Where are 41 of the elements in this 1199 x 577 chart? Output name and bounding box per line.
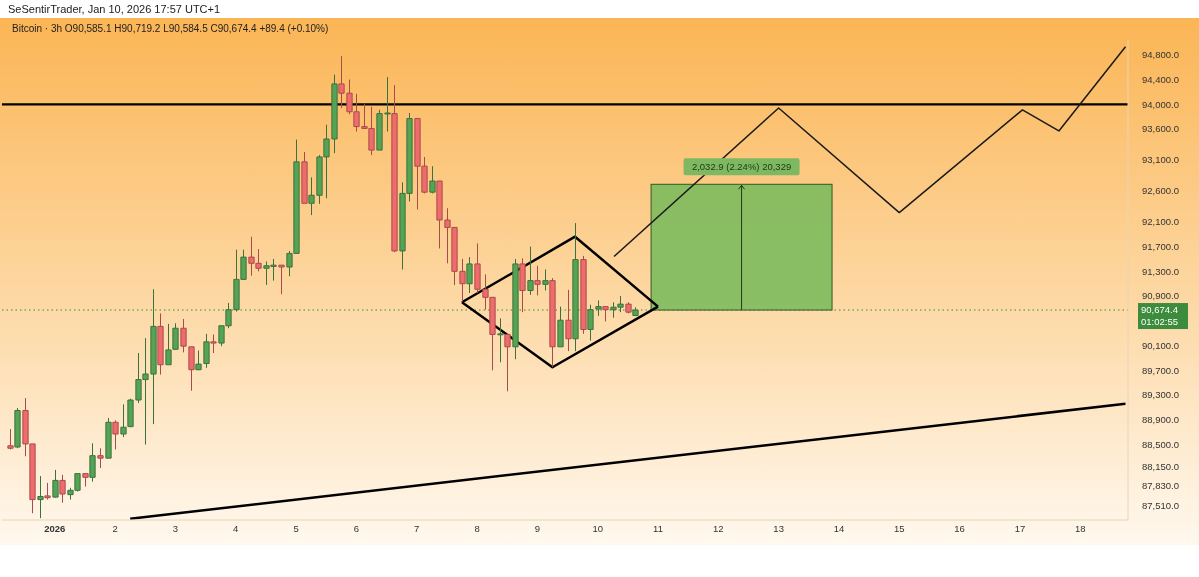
x-tick-label: 2026 [44, 523, 66, 534]
x-tick-label: 7 [414, 523, 420, 534]
y-tick-label: 87,510.0 [1142, 500, 1179, 512]
x-tick-label: 11 [653, 523, 663, 534]
chart-subtitle: Bitcoin · 3h O90,585.1 H90,719.2 L90,584.5 C90,674.4 +89.4 (+0.10%) [12, 23, 329, 34]
y-tick-label: 90,900.0 [1142, 290, 1179, 302]
y-tick-label: 92,100.0 [1142, 216, 1179, 228]
x-tick-label: 18 [1074, 523, 1086, 534]
y-tick-label: 90,100.0 [1142, 339, 1179, 351]
y-tick-label: 94,000.0 [1142, 98, 1179, 110]
text: 01:02:55 [1141, 316, 1178, 328]
x-tick-label: 17 [1014, 523, 1026, 534]
annotation: 2,032.9 (2.24%) 20,329 [691, 161, 792, 173]
chart-title: SeSentirTrader, Jan 10, 2026 17:57 UTC+1 [8, 3, 221, 15]
y-tick-label: 91,700.0 [1142, 240, 1179, 252]
x-tick-label: 4 [233, 523, 239, 534]
y-tick-label: 92,600.0 [1142, 185, 1179, 197]
x-tick-label: 13 [773, 523, 784, 534]
y-tick-label: 89,300.0 [1142, 389, 1179, 401]
y-tick-label: 89,700.0 [1142, 364, 1179, 376]
y-tick-label: 88,900.0 [1142, 414, 1179, 426]
x-tick-label: 10 [592, 523, 603, 534]
y-tick-label: 94,800.0 [1142, 49, 1179, 61]
y-tick-label: 91,300.0 [1142, 265, 1179, 277]
y-tick-label: 94,400.0 [1142, 73, 1179, 85]
x-tick-label: 9 [534, 523, 540, 534]
y-tick-label: 88,150.0 [1142, 460, 1179, 472]
x-tick-label: 12 [713, 523, 724, 534]
x-tick-label: 3 [172, 523, 179, 534]
x-tick-label: 5 [293, 523, 299, 534]
x-tick-label: 14 [833, 523, 845, 534]
x-tick-label: 15 [893, 523, 905, 534]
x-tick-label: 16 [954, 523, 965, 534]
y-tick-label: 88,500.0 [1142, 438, 1179, 450]
y-tick-label: 93,600.0 [1142, 123, 1179, 135]
x-tick-label: 8 [474, 523, 480, 534]
y-tick-label: 87,830.0 [1142, 480, 1179, 492]
x-tick-label: 2 [112, 523, 118, 534]
ref-line-label: 90,674.4 [1141, 304, 1178, 316]
y-tick-label: 93,100.0 [1142, 154, 1179, 166]
x-tick-label: 6 [353, 523, 360, 534]
